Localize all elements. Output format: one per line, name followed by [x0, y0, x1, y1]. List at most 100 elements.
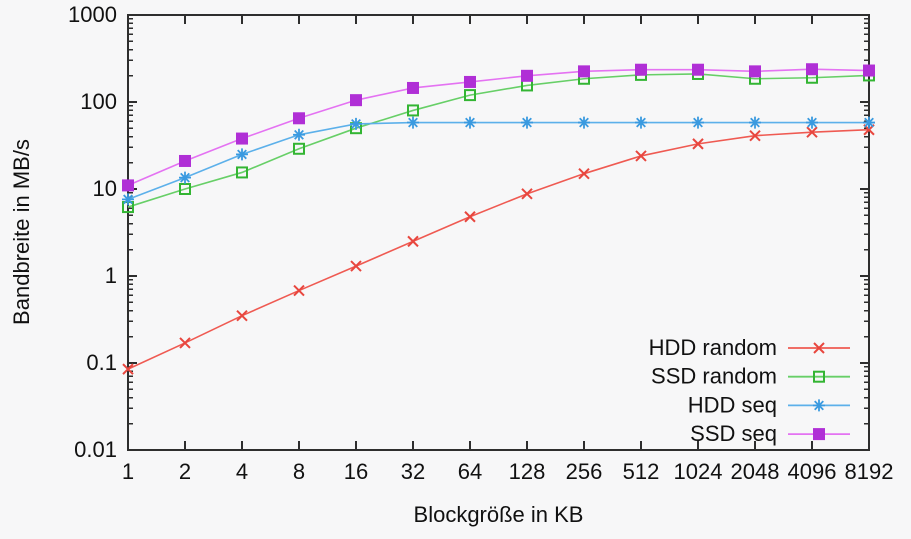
series-hdd-random-point	[578, 167, 590, 180]
y-tick-label: 1	[105, 263, 117, 288]
filled-square-marker-shape	[863, 64, 875, 77]
filled-square-marker-shape	[806, 63, 818, 76]
series-hdd-seq-point	[692, 116, 704, 129]
legend-sample-marker-ssd-random	[813, 370, 825, 383]
legend-sample-marker-hdd-seq	[813, 399, 825, 412]
series-hdd-random-point	[236, 309, 248, 322]
series-ssd-seq-line	[127, 68, 870, 187]
series-ssd-seq-point	[692, 63, 704, 76]
series-ssd-seq-point	[749, 65, 761, 78]
asterisk-marker-shape	[236, 148, 248, 161]
series-ssd-random-point	[236, 166, 248, 179]
asterisk-marker-shape	[635, 116, 647, 129]
asterisk-marker-shape	[806, 116, 818, 129]
x-tick-label: 1	[122, 459, 134, 484]
filled-square-marker-shape	[813, 428, 825, 441]
legend-sample-marker-hdd-random	[813, 342, 825, 354]
cross-marker-shape	[692, 138, 704, 150]
series-hdd-seq-point	[521, 116, 533, 129]
series-hdd-seq-point	[749, 116, 761, 129]
asterisk-marker-shape	[863, 116, 875, 129]
series-ssd-seq-point	[806, 63, 818, 76]
plot-frame	[127, 14, 870, 451]
filled-square-marker-shape	[521, 69, 533, 82]
x-tick-label: 2	[179, 459, 191, 484]
cross-marker-shape	[578, 167, 590, 180]
open-square-marker-shape	[236, 166, 248, 179]
legend-label-ssd-random: SSD random	[651, 364, 777, 389]
open-square-marker-shape	[179, 183, 191, 195]
filled-square-marker-shape	[578, 65, 590, 78]
series-ssd-seq-point	[464, 75, 476, 88]
series-hdd-random-line	[127, 128, 870, 370]
series-ssd-random-line	[127, 73, 870, 208]
x-tick-label: 1024	[674, 459, 723, 484]
x-tick-label: 4096	[788, 459, 837, 484]
asterisk-marker-shape	[521, 116, 533, 129]
open-square-marker-shape	[407, 104, 419, 117]
y-tick-label: 10	[93, 176, 117, 201]
filled-square-marker-shape	[407, 81, 419, 94]
x-tick-label: 64	[458, 459, 482, 484]
series-ssd-random-point	[407, 104, 419, 117]
filled-square-marker-shape	[179, 154, 191, 167]
legend-sample-marker-ssd-seq	[813, 428, 825, 441]
series-hdd-random-point	[293, 284, 305, 297]
x-tick-label: 128	[509, 459, 546, 484]
filled-square-marker-shape	[464, 75, 476, 88]
y-tick-label: 100	[80, 89, 117, 114]
series-ssd-seq-point	[407, 81, 419, 94]
series-hdd-random-point	[464, 211, 476, 223]
filled-square-marker-shape	[236, 132, 248, 145]
x-tick-label: 256	[566, 459, 603, 484]
series-ssd-seq-point	[521, 69, 533, 82]
series-hdd-random-point	[635, 150, 647, 162]
y-tick-label: 1000	[68, 2, 117, 27]
series-ssd-seq-point	[635, 63, 647, 76]
filled-square-marker-shape	[350, 94, 362, 107]
cross-marker-shape	[122, 363, 134, 375]
series-hdd-seq-line	[127, 121, 869, 201]
asterisk-marker-shape	[122, 193, 134, 206]
asterisk-marker-shape	[179, 171, 191, 184]
series-ssd-seq-point	[236, 132, 248, 145]
series-hdd-random-point	[806, 126, 818, 138]
cross-marker-shape	[236, 309, 248, 322]
series-hdd-seq-point	[635, 116, 647, 129]
series-hdd-random-point	[350, 260, 362, 272]
asterisk-marker-shape	[350, 117, 362, 130]
x-tick-label: 2048	[731, 459, 780, 484]
series-hdd-seq-point	[407, 116, 419, 129]
series-hdd-seq-point	[806, 116, 818, 129]
series-hdd-seq-point	[122, 193, 134, 206]
series-hdd-random-point	[179, 337, 191, 349]
series-ssd-seq-point	[179, 154, 191, 167]
filled-square-marker-shape	[293, 112, 305, 125]
filled-square-marker-shape	[635, 63, 647, 76]
filled-square-marker-shape	[749, 65, 761, 78]
series-hdd-random-point	[407, 235, 419, 248]
y-tick-label: 0.01	[74, 437, 117, 462]
asterisk-marker-shape	[407, 116, 419, 129]
open-square-marker-shape	[813, 370, 825, 383]
x-tick-label: 4	[236, 459, 248, 484]
asterisk-marker-shape	[578, 116, 590, 129]
asterisk-marker-shape	[813, 399, 825, 412]
series-hdd-random-point	[749, 129, 761, 142]
y-tick-label: 0.1	[86, 350, 117, 375]
x-axis-title: Blockgröße in KB	[413, 502, 584, 527]
filled-square-marker-shape	[122, 179, 134, 192]
cross-marker-shape	[635, 150, 647, 162]
open-square-marker-shape	[464, 89, 476, 102]
x-tick-label: 8	[293, 459, 305, 484]
legend-label-hdd-random: HDD random	[649, 335, 777, 360]
open-square-marker-shape	[293, 142, 305, 155]
legend-label-ssd-seq: SSD seq	[690, 421, 777, 446]
series-hdd-seq-point	[236, 148, 248, 161]
series-ssd-seq-point	[293, 112, 305, 125]
cross-marker-shape	[521, 188, 533, 200]
cross-marker-shape	[179, 337, 191, 349]
series-hdd-seq-point	[863, 116, 875, 129]
